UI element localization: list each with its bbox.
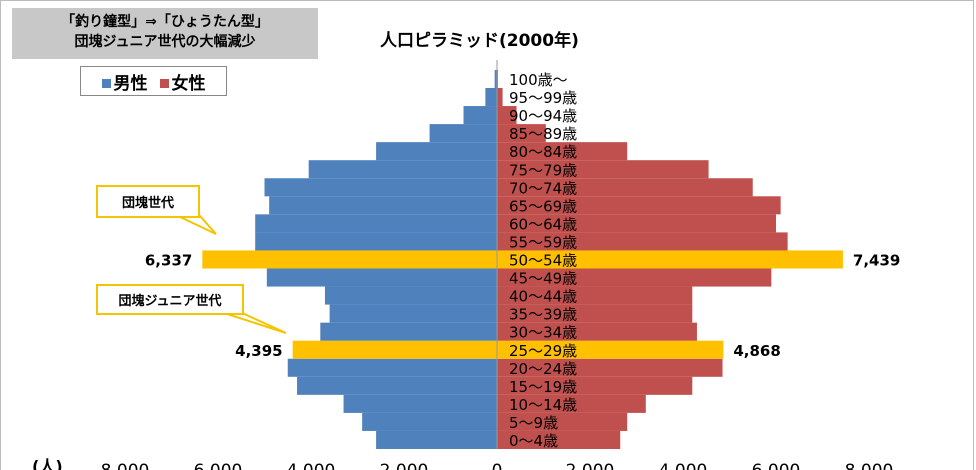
age-label-14: 70〜74歳 — [509, 179, 577, 197]
bar-male-20 — [494, 69, 497, 88]
bar-male-16 — [376, 142, 497, 161]
bar-female-8 — [497, 286, 693, 305]
bar-male-5 — [292, 340, 497, 359]
age-label-7: 35〜39歳 — [509, 306, 577, 324]
legend-swatch-female — [159, 79, 169, 88]
callout-dankai-junior: 団塊ジュニア世代 — [96, 284, 244, 315]
age-label-13: 65〜69歳 — [509, 197, 577, 215]
bar-male-0 — [376, 430, 497, 449]
callout-dankai-junior-pointer — [223, 312, 287, 334]
age-label-17: 85〜89歳 — [509, 125, 577, 143]
bar-female-6 — [497, 322, 697, 341]
bar-female-10 — [497, 250, 843, 269]
age-label-2: 10〜14歳 — [509, 396, 577, 414]
age-label-8: 40〜44歳 — [509, 288, 577, 306]
bar-male-12 — [255, 214, 497, 233]
headline-line-1: 「釣り鐘型」⇒「ひょうたん型」 — [61, 14, 269, 30]
bar-female-5 — [497, 340, 724, 359]
x-tick-label-6: 4,000 — [659, 461, 708, 470]
x-tick-label-2: 4,000 — [287, 461, 336, 470]
bar-female-12 — [497, 214, 776, 233]
bar-female-11 — [497, 232, 788, 251]
bar-male-4 — [287, 358, 497, 377]
age-label-15: 75〜79歳 — [509, 161, 577, 179]
callout-dankai-junior-label: 団塊ジュニア世代 — [118, 294, 222, 309]
x-tick-label-0: 8,000 — [101, 461, 150, 470]
bar-female-13 — [497, 196, 781, 215]
bar-male-18 — [463, 106, 497, 125]
x-tick-label-7: 6,000 — [752, 461, 801, 470]
legend-swatch-male — [101, 79, 111, 88]
bar-female-0 — [497, 430, 621, 449]
bar-male-7 — [329, 304, 497, 323]
bar-male-9 — [266, 268, 497, 287]
chart-title: 人口ピラミッド(2000年) — [380, 31, 579, 51]
x-tick-label-8: 8,000 — [845, 461, 894, 470]
bar-female-2 — [497, 394, 646, 413]
callout-dankai-label: 団塊世代 — [121, 196, 174, 211]
bar-male-1 — [362, 412, 497, 431]
callout-dankai-pointer — [177, 215, 217, 235]
age-label-3: 15〜19歳 — [509, 378, 577, 396]
legend-label-male: 男性 — [113, 73, 148, 94]
legend-label-female: 女性 — [171, 73, 206, 94]
value-label-female-5: 4,868 — [733, 342, 780, 360]
age-label-9: 45〜49歳 — [509, 270, 577, 288]
x-tick-label-1: 6,000 — [194, 461, 243, 470]
age-label-4: 20〜24歳 — [509, 360, 577, 378]
bar-male-11 — [255, 232, 497, 251]
age-label-5: 25〜29歳 — [509, 342, 577, 360]
bar-female-9 — [497, 268, 772, 287]
bar-male-2 — [343, 394, 497, 413]
age-label-16: 80〜84歳 — [509, 143, 577, 161]
age-label-10: 50〜54歳 — [509, 252, 577, 270]
bar-male-8 — [324, 286, 497, 305]
x-tick-label-3: 2,000 — [380, 461, 429, 470]
age-label-11: 55〜59歳 — [509, 233, 577, 251]
bar-female-19 — [497, 88, 503, 107]
bar-male-10 — [202, 250, 497, 269]
value-label-male-10: 6,337 — [145, 252, 192, 270]
age-label-18: 90〜94歳 — [509, 107, 577, 125]
age-label-19: 95〜99歳 — [509, 89, 577, 107]
x-tick-label-5: 2,000 — [566, 461, 615, 470]
age-label-6: 30〜34歳 — [509, 324, 577, 342]
bar-male-19 — [485, 88, 497, 107]
bar-male-14 — [264, 178, 497, 197]
bar-female-14 — [497, 178, 753, 197]
legend-item-female: 女性 — [159, 69, 206, 94]
age-label-1: 5〜9歳 — [509, 414, 558, 432]
legend: 男性 女性 — [80, 66, 227, 96]
x-axis-unit-label: (人) — [32, 457, 63, 470]
bar-male-17 — [429, 124, 497, 143]
x-tick-label-4: 0 — [492, 461, 503, 470]
bar-female-15 — [497, 160, 709, 179]
bar-male-6 — [320, 322, 497, 341]
bar-female-4 — [497, 358, 723, 377]
legend-item-male: 男性 — [101, 69, 148, 94]
bar-male-15 — [308, 160, 497, 179]
bar-male-3 — [297, 376, 497, 395]
bar-female-16 — [497, 142, 628, 161]
bar-female-1 — [497, 412, 628, 431]
headline-line-2: 団塊ジュニア世代の大幅減少 — [74, 34, 256, 50]
value-label-female-10: 7,439 — [853, 252, 900, 270]
age-label-20: 100歳〜 — [509, 71, 568, 89]
callout-dankai: 団塊世代 — [96, 185, 200, 218]
bar-female-3 — [497, 376, 693, 395]
bar-male-13 — [269, 196, 497, 215]
bar-female-18 — [497, 106, 517, 125]
value-label-male-5: 4,395 — [235, 342, 282, 360]
age-label-0: 0〜4歳 — [509, 432, 558, 450]
age-label-12: 60〜64歳 — [509, 215, 577, 233]
bar-female-7 — [497, 304, 693, 323]
headline-box: 「釣り鐘型」⇒「ひょうたん型」 団塊ジュニア世代の大幅減少 — [12, 8, 318, 59]
bar-female-17 — [497, 124, 546, 143]
